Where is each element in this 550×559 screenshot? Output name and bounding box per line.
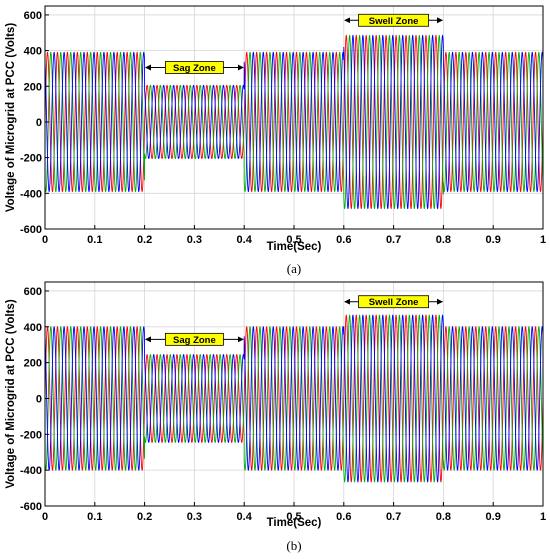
y-tick-label: -200 — [20, 429, 42, 441]
sag-zone-label: Sag Zone — [173, 335, 216, 346]
y-tick-label: -400 — [20, 465, 42, 477]
y-tick-label: -200 — [20, 153, 42, 165]
x-tick-label: 0.3 — [187, 511, 202, 523]
x-tick-label: 0.5 — [286, 234, 301, 246]
swell-zone-label: Swell Zone — [369, 16, 419, 27]
y-tick-label: -600 — [20, 501, 42, 513]
x-tick-label: 0.1 — [87, 234, 102, 246]
y-tick-label: 400 — [24, 322, 42, 334]
y-tick-label: -400 — [20, 188, 42, 200]
x-tick-label: 0.1 — [87, 511, 102, 523]
sag-zone-label-box — [164, 61, 224, 74]
x-axis-label: Time(Sec) — [267, 517, 322, 529]
y-tick-label: -600 — [20, 224, 42, 236]
y-tick-label: 400 — [24, 46, 42, 58]
y-tick-label: 600 — [24, 10, 42, 22]
x-tick-label: 0.2 — [137, 511, 152, 523]
chart-panel-b: 0 0.1 0.2 0.3 0.4 0.5 0.6 0.7 0.8 0.9 1 -600 -400 -20… — [5, 281, 546, 553]
series-phase-3 — [45, 314, 543, 483]
x-tick-label: 0.9 — [486, 511, 501, 523]
y-tick-label: 200 — [24, 358, 42, 370]
x-tick-label: 0.4 — [237, 511, 253, 523]
x-tick-label: 0.2 — [137, 234, 152, 246]
chart-panel-a: 0 0.1 0.2 0.3 0.4 0.5 0.6 0.7 0.8 0.9 1 -600 -400 -20… — [5, 5, 546, 276]
x-axis-label: Time(Sec) — [267, 241, 322, 253]
series-phase-1 — [45, 34, 543, 210]
series-phase-2 — [45, 34, 543, 210]
sag-zone-label: Sag Zone — [173, 63, 216, 74]
x-tick-label: 0.6 — [336, 511, 351, 523]
x-tick-label: 0.6 — [336, 234, 351, 246]
x-tick-label: 0.8 — [436, 511, 451, 523]
series-phase-1 — [45, 314, 543, 483]
x-tick-label: 1 — [540, 511, 546, 523]
x-tick-label: 1 — [540, 234, 546, 246]
swell-zone-label: Swell Zone — [369, 297, 419, 308]
y-axis-label: Voltage of Microgrid at PCC (Volts) — [5, 23, 17, 212]
sag-zone-label-box — [164, 332, 224, 346]
y-axis-label: Voltage of Microgrid at PCC (Volts) — [5, 299, 17, 488]
x-tick-label: 0.7 — [386, 234, 401, 246]
x-tick-label: 0 — [42, 511, 48, 523]
panel-caption: (a) — [287, 261, 301, 276]
x-tick-label: 0.7 — [386, 511, 401, 523]
x-tick-label: 0.4 — [237, 234, 253, 246]
y-tick-label: 0 — [36, 393, 42, 405]
x-tick-label: 0.9 — [486, 234, 501, 246]
y-tick-label: 600 — [24, 286, 42, 298]
series-phase-2 — [45, 314, 543, 483]
x-tick-label: 0.5 — [286, 511, 301, 523]
x-tick-label: 0.3 — [187, 234, 202, 246]
y-tick-label: 200 — [24, 81, 42, 93]
x-tick-label: 0.8 — [436, 234, 451, 246]
x-tick-label: 0 — [42, 234, 48, 246]
series-phase-3 — [45, 34, 543, 210]
panel-caption: (b) — [286, 538, 301, 553]
swell-zone-label-box — [358, 295, 430, 309]
swell-zone-label-box — [358, 13, 430, 27]
y-tick-label: 0 — [36, 117, 42, 129]
